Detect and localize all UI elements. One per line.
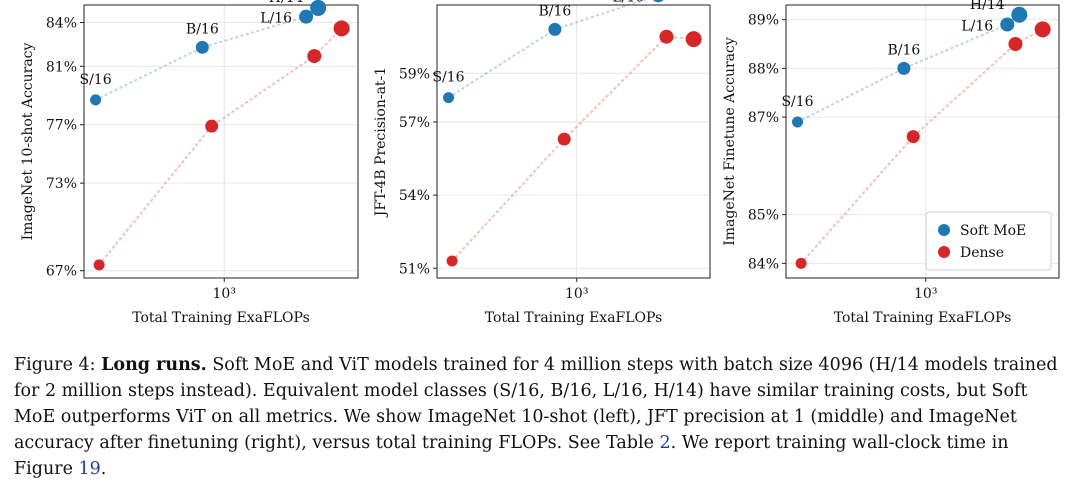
caption-text-2: . We report training wall-clock time in … — [14, 433, 1009, 479]
point-label: B/16 — [887, 42, 920, 58]
y-tick-label: 81% — [46, 59, 77, 75]
legend-marker — [938, 224, 950, 236]
x-tick-label: 10³ — [565, 286, 588, 302]
caption-text-3: . — [100, 459, 107, 479]
series-line-dense — [800, 28, 1044, 265]
y-tick-label: 87% — [748, 110, 779, 126]
series-line-soft-moe — [796, 13, 1021, 123]
series-line-soft-moe — [447, 0, 648, 99]
data-point-soft-moe — [443, 92, 455, 104]
data-point-soft-moe — [548, 22, 562, 36]
y-tick-label: 85% — [748, 208, 779, 224]
data-point-soft-moe — [897, 61, 911, 75]
point-label: S/16 — [781, 94, 813, 110]
series-line-dense — [98, 27, 343, 266]
data-point-dense — [795, 257, 807, 269]
data-point-soft-moe — [310, 0, 327, 16]
point-label: B/16 — [186, 21, 219, 37]
y-tick-label: 73% — [46, 176, 77, 192]
data-point-dense — [1008, 37, 1023, 51]
x-tick-label: 10³ — [914, 286, 937, 302]
point-label: L/16 — [260, 11, 292, 27]
x-axis-label: Total Training ExaFLOPs — [485, 310, 663, 326]
legend-box — [925, 211, 1052, 271]
caption-prefix: Figure 4: — [14, 355, 102, 375]
caption-figure-link[interactable]: 19 — [78, 459, 101, 479]
plot-frame — [436, 4, 711, 279]
data-point-soft-moe — [90, 94, 102, 106]
data-point-dense — [659, 29, 674, 44]
data-point-soft-moe — [195, 40, 209, 54]
x-axis-label: Total Training ExaFLOPs — [834, 310, 1012, 326]
chart-panel-2: 51% 54% 57% 59% 10³ Total Training ExaFLOPs JF… — [373, 0, 711, 326]
point-label: H/14 — [970, 0, 1005, 13]
series-line-dense — [451, 35, 695, 262]
data-point-dense — [557, 132, 571, 146]
data-point-soft-moe — [653, 0, 664, 3]
point-label: S/16 — [432, 70, 464, 86]
plot-frame — [83, 4, 359, 279]
figure-caption: Figure 4: Long runs. Soft MoE and ViT mo… — [14, 352, 1070, 482]
data-point-dense — [446, 255, 458, 267]
chart-panel-3: 84% 85% 87% 88% 89% 10³ Total Training ExaFLOP… — [722, 0, 1060, 326]
x-axis-label: Total Training ExaFLOPs — [132, 310, 310, 326]
point-label: H/14 — [269, 0, 304, 6]
y-tick-label: 67% — [46, 264, 77, 280]
y-tick-label: 77% — [46, 118, 77, 134]
caption-text-1: Soft MoE and ViT models trained for 4 mi… — [14, 355, 1058, 453]
y-tick-label: 84% — [46, 16, 77, 32]
y-axis-label: JFT-4B Precision-at-1 — [373, 67, 389, 218]
data-point-dense — [205, 119, 219, 133]
y-tick-label: 57% — [399, 115, 430, 131]
data-point-dense — [1034, 21, 1051, 38]
legend: Soft MoE Dense — [925, 211, 1052, 271]
y-tick-label: 84% — [748, 256, 779, 272]
point-label: B/16 — [538, 3, 571, 19]
point-label: L/16 — [961, 19, 993, 35]
data-point-dense — [307, 49, 322, 64]
legend-label: Soft MoE — [960, 223, 1026, 239]
data-point-dense — [333, 20, 350, 37]
x-tick-label: 10³ — [213, 286, 236, 302]
data-point-dense — [685, 31, 702, 48]
point-label: S/16 — [80, 72, 112, 88]
y-tick-label: 89% — [748, 13, 779, 29]
y-axis-label: ImageNet 10-shot Accuracy — [20, 42, 36, 240]
caption-table-link[interactable]: 2 — [659, 433, 671, 453]
data-point-soft-moe — [1000, 17, 1015, 32]
y-tick-label: 54% — [399, 188, 430, 204]
plot-frame — [785, 4, 1060, 279]
y-tick-label: 88% — [748, 61, 779, 77]
chart-panel-1: 67% 73% 77% 81% 84% 10³ Total Training ExaFLOP… — [20, 0, 359, 326]
data-point-dense — [93, 259, 105, 271]
point-label: L/16 — [612, 0, 644, 5]
data-point-soft-moe — [792, 116, 804, 128]
figure-charts: 67% 73% 77% 81% 84% 10³ Total Training ExaFLOP… — [20, 0, 1060, 326]
data-point-soft-moe — [299, 9, 314, 24]
data-point-soft-moe — [1011, 6, 1028, 23]
data-point-dense — [906, 130, 920, 144]
legend-label: Dense — [960, 245, 1004, 261]
legend-marker — [938, 246, 950, 258]
y-tick-label: 59% — [399, 66, 430, 82]
y-tick-label: 51% — [399, 261, 430, 277]
caption-lead: Long runs. — [101, 355, 207, 375]
y-axis-label: ImageNet Finetune Accuracy — [722, 37, 738, 246]
